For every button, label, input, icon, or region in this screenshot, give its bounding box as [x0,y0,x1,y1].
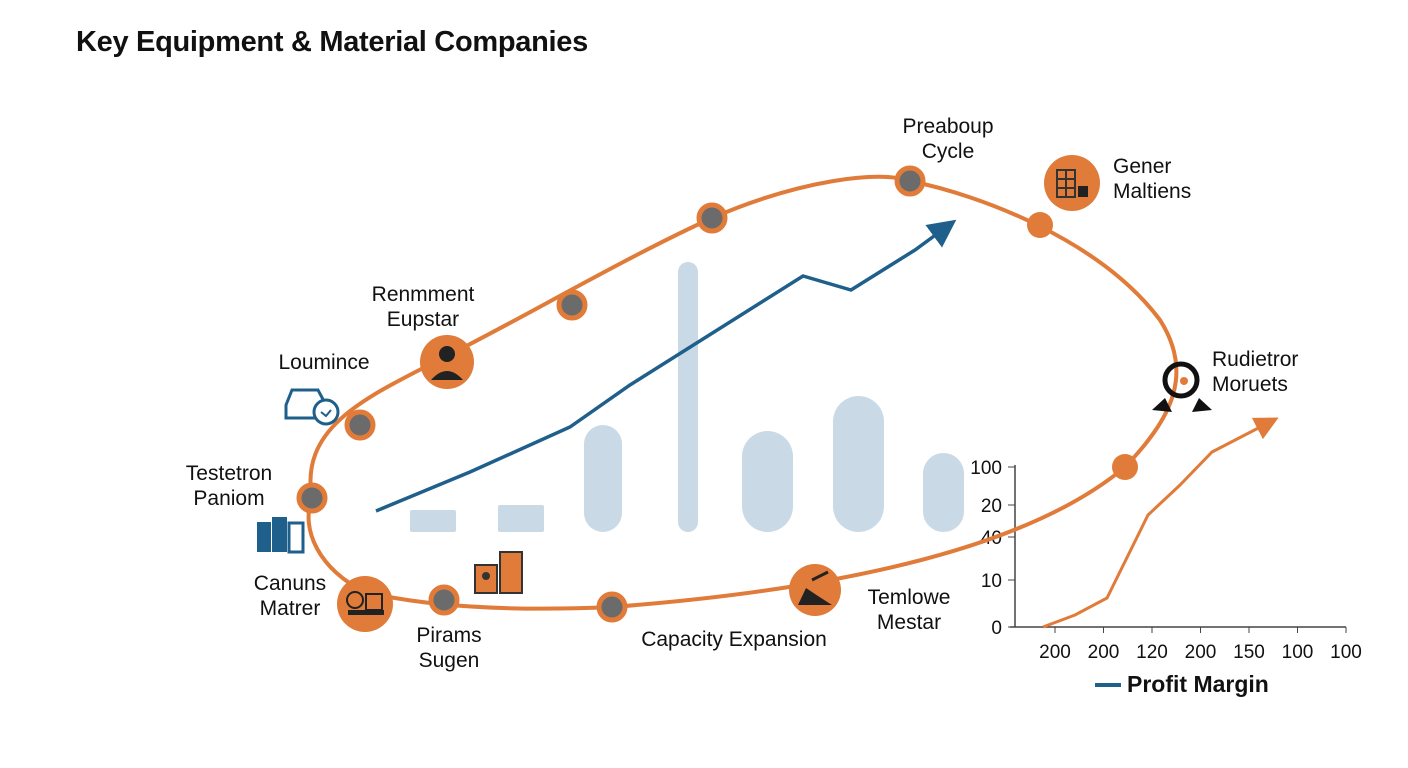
growth-trend-line [375,219,957,513]
label-testetron: Testetron Paniom [185,462,273,510]
storage-icon [474,551,523,594]
background-bar [678,262,698,532]
label-rudietror: Rudietror Moruets [1212,348,1299,396]
label-canuns: Canuns Matrer [253,572,327,620]
mini-chart-legend: Profit Margin [1095,671,1269,698]
cycle-node-highlight [1027,212,1053,238]
mining-icon [789,564,841,616]
cycle-node-highlight [1112,454,1138,480]
label-pirams: Pirams Sugen [416,624,482,672]
background-bars [410,262,964,532]
mini-chart-line [1042,417,1279,629]
background-bar [410,510,456,532]
person-icon [420,335,474,389]
legend-swatch [1095,682,1121,687]
background-bar [498,505,544,532]
camera-icon [1152,361,1212,412]
car-check-icon [284,388,340,426]
page-title: Key Equipment & Material Companies [76,26,588,58]
label-gener: Gener Maltiens [1113,155,1192,203]
label-renmment: Renmment Eupstar [371,283,475,331]
x-tick-label: 200 [1185,642,1217,663]
y-tick-label: 0 [991,618,1002,639]
y-tick-label: 20 [981,496,1002,517]
x-tick-label: 100 [1282,642,1314,663]
background-bar [742,431,793,532]
background-bar [833,396,884,532]
cycle-node [556,289,588,321]
factory-icon [337,576,393,632]
y-tick-label: 10 [981,571,1002,592]
label-preaboup: Preaboup Cycle [902,115,994,163]
cycle-loop [306,174,1179,611]
cycle-node [428,584,460,616]
label-loumince: Loumince [278,351,370,374]
x-tick-label: 150 [1233,642,1265,663]
label-capacity-expansion: Capacity Expansion [641,628,827,651]
x-tick-label: 100 [1330,642,1362,663]
x-tick-label: 120 [1136,642,1168,663]
building-icon [257,517,305,554]
cycle-node [296,482,328,514]
x-tick-label: 200 [1039,642,1071,663]
y-tick-label: 100 [970,458,1002,479]
cycle-node [344,409,376,441]
background-bar [584,425,622,532]
cycle-node [696,202,728,234]
background-bar [923,453,964,532]
cycle-node [894,165,926,197]
cycle-node [596,591,628,623]
building-grid-icon [1044,155,1100,211]
legend-label: Profit Margin [1127,671,1269,697]
x-tick-label: 200 [1088,642,1120,663]
label-temlowe: Temlowe Mestar [867,586,951,634]
